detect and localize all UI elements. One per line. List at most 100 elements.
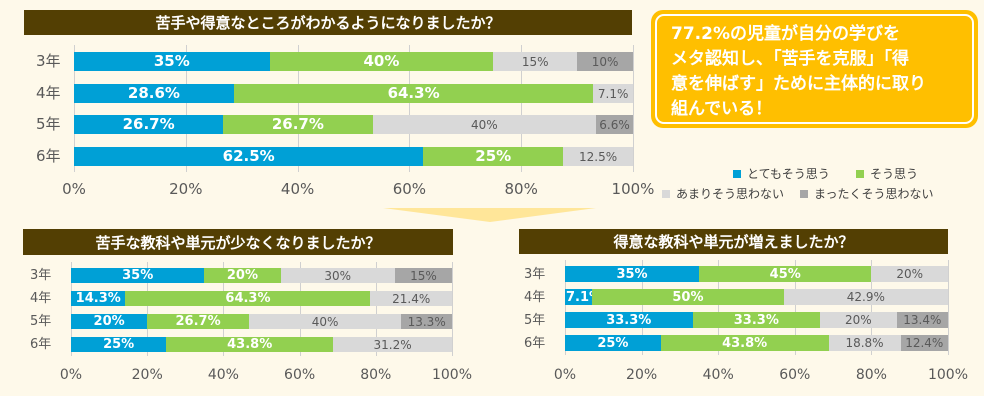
y-category-label: 3年 [36,52,61,70]
x-tick-label: 100% [431,367,473,383]
legend-item-strongly-agree: とてもそう思う [733,168,830,180]
gridline [565,260,566,355]
bar-segment-agree [699,266,872,282]
bar-segment-strongly-disagree [401,314,452,329]
bar-segment-agree [233,84,594,103]
x-tick-label: 60% [284,367,316,383]
callout-line: 意を伸ばす」ために主体的に取り [671,74,926,94]
bar-segment-agree [223,115,373,134]
legend-item-strongly-disagree: まったくそう思わない [800,188,934,200]
legend-label: とてもそう思う [747,167,830,181]
gridline [409,45,410,172]
bar-segment-disagree [493,52,578,71]
data-label: 20% [845,313,872,327]
bar-segment-strongly-disagree [577,52,633,71]
x-tick-label: 0% [62,180,86,198]
y-category-label: 6年 [524,335,546,351]
x-tick-label: 80% [855,367,887,383]
bar-segment-disagree [280,268,395,283]
data-label: 35% [153,52,190,70]
x-tick-label: 80% [504,180,538,198]
bar-segment-strongly-disagree [896,312,948,328]
data-label: 20% [896,267,924,281]
callout-line: メタ認知し、「苦手を克服」「得 [671,49,909,69]
y-category-label: 4年 [30,291,52,306]
data-label: 13.4% [903,313,942,327]
bar-segment-agree [692,312,821,328]
gridline [948,260,949,355]
gridline [186,45,187,172]
x-tick-label: 100% [611,180,655,198]
y-category-label: 5年 [30,314,52,329]
bar-segment-disagree [783,289,948,305]
bar-segment-strongly-agree [71,337,167,352]
bar-segment-agree [423,147,564,166]
bar-segment-strongly-agree [565,312,693,328]
bar-segment-disagree [871,266,948,282]
bar-segment-agree [592,289,784,305]
legend-swatch [856,170,864,178]
gridline [452,262,453,356]
data-label: 35% [616,266,648,282]
bar-segment-strongly-agree [71,314,148,329]
y-category-label: 6年 [30,337,52,352]
x-tick-label: 80% [360,367,392,383]
bar-segment-strongly-disagree [900,335,948,351]
legend-swatch [800,190,808,198]
data-label: 43.8% [227,337,273,352]
bar-segment-agree [166,337,334,352]
bar-segment-strongly-agree [74,84,234,103]
y-category-label: 3年 [30,268,52,283]
bar-segment-strongly-agree [565,266,700,282]
bar-segment-agree [269,52,494,71]
data-label: 28.6% [127,84,180,102]
data-label: 40% [470,117,498,132]
data-label: 30% [324,268,352,283]
data-label: 50% [672,289,704,305]
gridline [298,45,299,172]
gridline [71,262,72,356]
gridline [642,260,643,355]
gridline [795,260,796,355]
data-label: 15% [521,54,549,69]
x-tick-label: 20% [169,180,203,198]
chart-title-bottom-left: 苦手な教科や単元が少なくなりましたか？ [23,229,453,255]
data-label: 25% [103,337,135,352]
callout-line: 77.2%の児童が自分の学びを [671,24,900,44]
bar-segment-strongly-agree [74,52,270,71]
bar-segment-disagree [372,115,597,134]
bar-segment-strongly-agree [71,291,126,306]
data-label: 40% [311,314,339,329]
bar-segment-disagree [820,312,897,328]
data-label: 43.8% [722,335,768,351]
data-label: 40% [363,52,400,70]
y-category-label: 3年 [524,266,546,282]
data-label: 20% [226,268,258,283]
callout-line: 組んでいる！ [671,99,773,119]
data-label: 18.8% [845,336,884,350]
legend-label: まったくそう思わない [814,187,934,201]
data-label: 25% [475,147,512,165]
data-label: 26.7% [175,314,221,329]
data-label: 12.5% [579,149,618,164]
down-arrow-icon [383,208,596,222]
data-label: 45% [769,266,801,282]
bar-segment-strongly-agree [74,147,424,166]
gridline [147,262,148,356]
x-tick-label: 20% [626,367,658,383]
bar-segment-agree [125,291,371,306]
data-label: 31.2% [373,337,412,352]
bar-segment-agree [204,268,281,283]
gridline [521,45,522,172]
bar-segment-disagree [248,314,402,329]
data-label: 64.3% [387,84,440,102]
x-tick-label: 60% [392,180,427,198]
gridline [300,262,301,356]
x-tick-label: 40% [702,367,734,383]
legend-label: あまりそう思わない [676,187,785,201]
x-tick-label: 0% [553,367,577,383]
bar-segment-disagree [828,335,901,351]
arrow-triangle [383,208,596,222]
callout-border [655,14,974,124]
y-category-label: 4年 [524,289,546,305]
